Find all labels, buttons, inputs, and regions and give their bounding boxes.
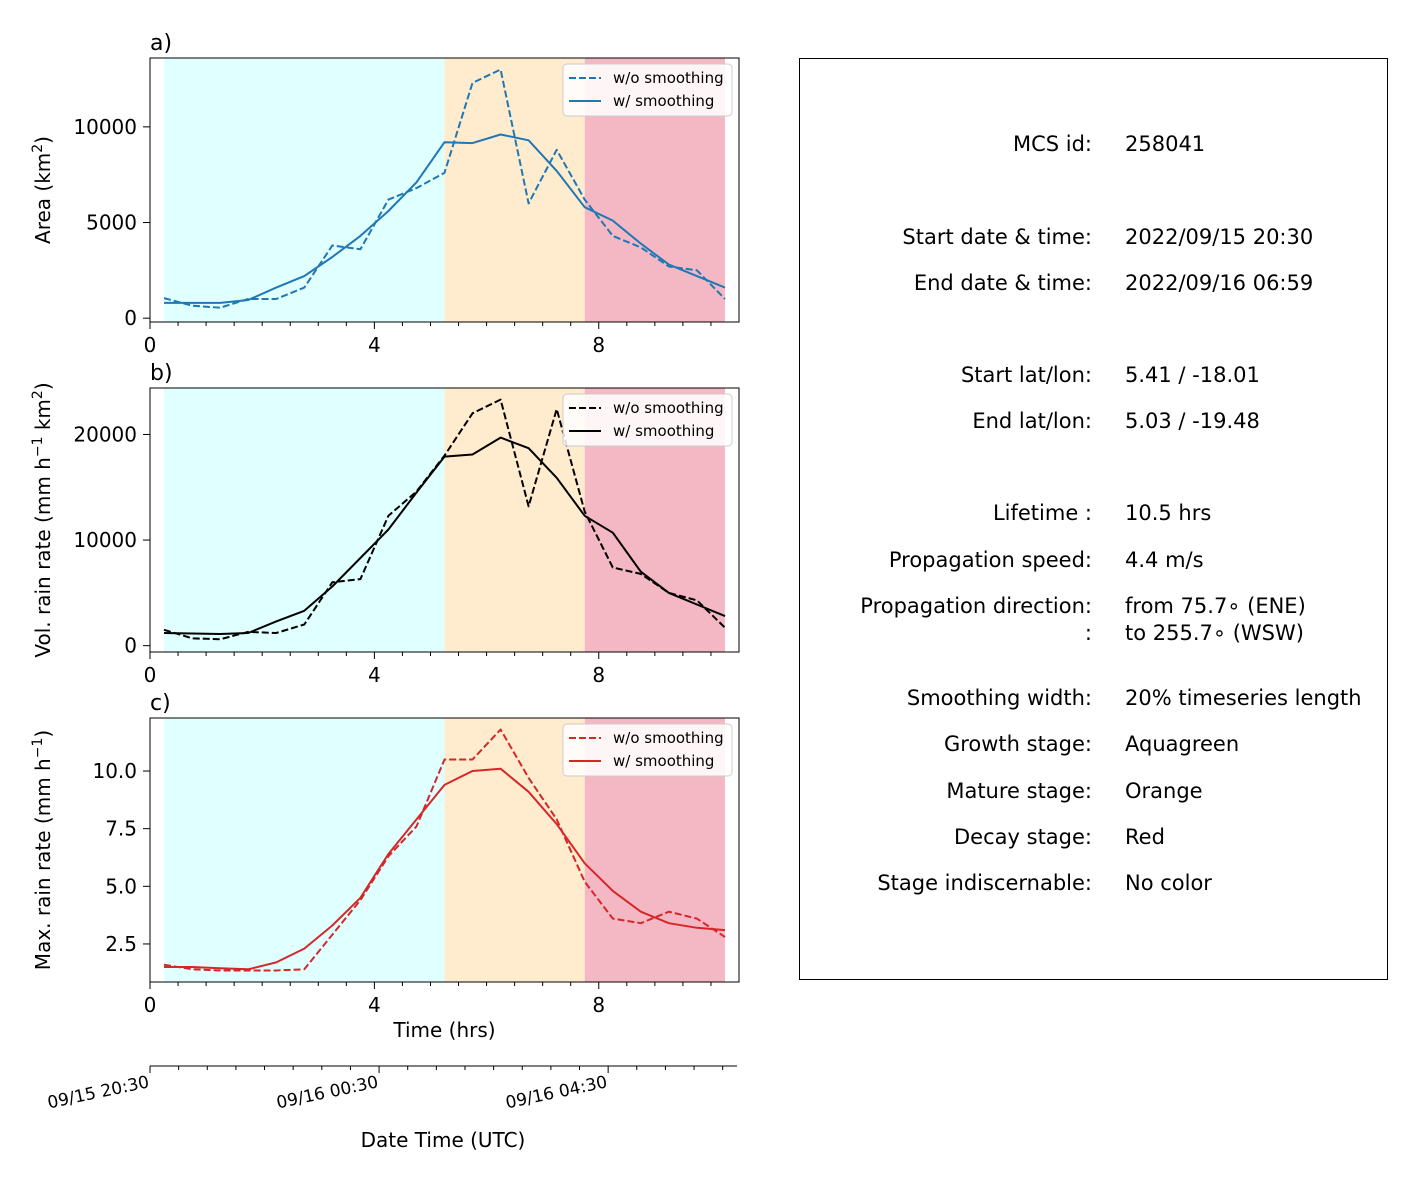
panel-3-series-smoothed-line <box>164 767 726 971</box>
panel-2-xtick-label: 0 <box>144 663 157 687</box>
panel-3-xtick-label: 8 <box>592 993 605 1017</box>
info-label-smoothing: Smoothing width: <box>906 686 1092 710</box>
panel-1-axes-frame <box>149 57 740 323</box>
panel-2-ylabel-sup2: 2 <box>30 390 46 399</box>
panel-2-xtick-label: 4 <box>368 663 381 687</box>
info-label-mcs-id: MCS id: <box>1012 132 1092 156</box>
panel-3-series-raw-line <box>163 728 726 972</box>
panel-3-ytick-label: 2.5 <box>105 932 137 956</box>
panel-1-stage-growth <box>164 58 445 322</box>
panel-3-ylabel-text: Max. rain rate (mm h <box>31 758 55 970</box>
info-value-growth: Aquagreen <box>1125 732 1240 756</box>
panel-3-ytick-label: 7.5 <box>105 817 137 841</box>
panel-2-stage-mature <box>444 388 585 652</box>
info-label-indiscernable: Stage indiscernable: <box>877 871 1092 895</box>
info-label-growth: Growth stage: <box>943 732 1092 756</box>
panel-2-series-smoothed-line <box>163 436 726 635</box>
panel-3-xtick-label: 0 <box>144 993 157 1017</box>
info-label-end-time: End date & time: <box>913 271 1092 295</box>
panel-1-ytick-label: 10000 <box>73 115 137 139</box>
panel-3-stage-growth <box>164 718 445 982</box>
panel-1-ytick-label: 5000 <box>86 211 137 235</box>
panel-2-ylabel-end: ) <box>31 382 55 390</box>
info-label-start-latlon: Start lat/lon: <box>960 363 1092 387</box>
panel-3-label: c) <box>150 691 171 716</box>
panel-2-ytick-label: 0 <box>124 634 137 658</box>
info-value-direction-to: to 255.7∘ (WSW) <box>1125 621 1304 645</box>
info-value-mcs-id: 258041 <box>1125 132 1206 156</box>
panel-3-ytick-label: 5.0 <box>105 874 137 898</box>
panel-3-ylabel: Max. rain rate (mm h−1) <box>30 730 55 970</box>
panel-1-legend-box <box>562 63 733 117</box>
info-value-end-time: 2022/09/16 06:59 <box>1125 271 1314 295</box>
panel-1-legend-label: w/ smoothing <box>613 92 714 110</box>
panel-1-legend-label: w/o smoothing <box>613 69 724 87</box>
panel-3-xtick-label: 4 <box>368 993 381 1017</box>
panel-1-xtick-label: 8 <box>592 333 605 357</box>
panel-3-xlabel: Time (hrs) <box>392 1018 495 1042</box>
panel-1-ylabel-text: Area (km <box>31 153 55 244</box>
panel-2-xtick-label: 8 <box>592 663 605 687</box>
info-label-lifetime: Lifetime : <box>992 501 1092 525</box>
info-value-mature: Orange <box>1125 779 1203 803</box>
panel-3-stage-mature <box>444 718 585 982</box>
panel-1-xtick-label: 0 <box>144 333 157 357</box>
panel-3-legend-label: w/ smoothing <box>613 752 714 770</box>
panel-2-ylabel-text: Vol. rain rate (mm h <box>31 457 55 658</box>
panel-3-legend-box <box>562 723 733 777</box>
info-value-smoothing: 20% timeseries length <box>1125 686 1362 710</box>
info-value-indiscernable: No color <box>1125 871 1212 895</box>
info-value-lifetime: 10.5 hrs <box>1125 501 1212 525</box>
panel-2: 0 4 8 0 10000 20000 b) Vol. rain rate (mm h−1 k… <box>30 361 740 687</box>
date-axis-tick-label: 09/16 04:30 <box>504 1072 609 1113</box>
panel-3: 0 4 8 2.5 5.0 7.5 10.0 c) Max. rain rate (mm h−1… <box>30 691 740 1042</box>
panel-2-stage-growth <box>164 388 445 652</box>
panel-2-legend-box <box>562 393 733 447</box>
panel-1-xtick-label: 4 <box>368 333 381 357</box>
info-value-speed: 4.4 m/s <box>1125 548 1204 572</box>
info-label-start-time: Start date & time: <box>902 225 1092 249</box>
info-label-mature: Mature stage: <box>946 779 1092 803</box>
panel-3-ylabel-end: ) <box>31 730 55 738</box>
panel-1-label: a) <box>150 31 172 56</box>
panel-1-stage-mature <box>444 58 585 322</box>
panel-1-ytick-label: 0 <box>124 306 137 330</box>
panel-3-legend-label: w/o smoothing <box>613 729 724 747</box>
info-label-decay: Decay stage: <box>954 825 1092 849</box>
info-label-end-latlon: End lat/lon: <box>972 409 1092 433</box>
panel-3-ylabel-sup: −1 <box>30 738 46 759</box>
info-value-end-latlon: 5.03 / -19.48 <box>1125 409 1260 433</box>
date-axis-tick-label: 09/16 00:30 <box>275 1072 380 1113</box>
panel-1-series-smoothed-line <box>164 133 726 304</box>
panel-1: 0 4 8 0 5000 10000 a) Area (km2) w/o smoothing w/… <box>30 31 740 357</box>
panel-3-ytick-label: 10.0 <box>92 759 137 783</box>
panel-2-ytick-label: 10000 <box>73 528 137 552</box>
panel-2-ylabel-mid: km <box>31 399 55 436</box>
panel-2-legend-label: w/ smoothing <box>613 422 714 440</box>
date-axis: 09/15 20:30 09/16 00:30 09/16 04:30 Date Ti… <box>46 1065 737 1152</box>
panel-2-axes-frame <box>149 387 740 653</box>
panel-2-legend-label: w/o smoothing <box>613 399 724 417</box>
date-axis-tick-label: 09/15 20:30 <box>46 1072 151 1113</box>
info-label-speed: Propagation speed: <box>888 548 1092 572</box>
info-label-direction: Propagation direction: <box>860 594 1092 618</box>
panel-2-ylabel-sup: −1 <box>30 437 46 458</box>
info-value-start-time: 2022/09/15 20:30 <box>1125 225 1314 249</box>
panel-1-ylabel-end: ) <box>31 136 55 144</box>
info-value-decay: Red <box>1125 825 1165 849</box>
info-value-direction-from: from 75.7∘ (ENE) <box>1125 594 1306 618</box>
info-panel: MCS id: 258041 Start date & time: 2022/0… <box>799 58 1388 980</box>
panel-3-axes-frame <box>149 717 740 983</box>
info-label-direction-cont: : <box>1084 621 1092 645</box>
panel-2-ylabel: Vol. rain rate (mm h−1 km2) <box>30 382 55 657</box>
panel-1-ylabel-sup: 2 <box>30 144 46 153</box>
panel-2-label: b) <box>150 361 173 386</box>
info-value-start-latlon: 5.41 / -18.01 <box>1125 363 1260 387</box>
date-axis-label: Date Time (UTC) <box>361 1128 526 1152</box>
panel-2-ytick-label: 20000 <box>73 422 137 446</box>
panel-1-ylabel: Area (km2) <box>30 136 55 244</box>
panel-1-series-raw-line <box>163 68 726 309</box>
